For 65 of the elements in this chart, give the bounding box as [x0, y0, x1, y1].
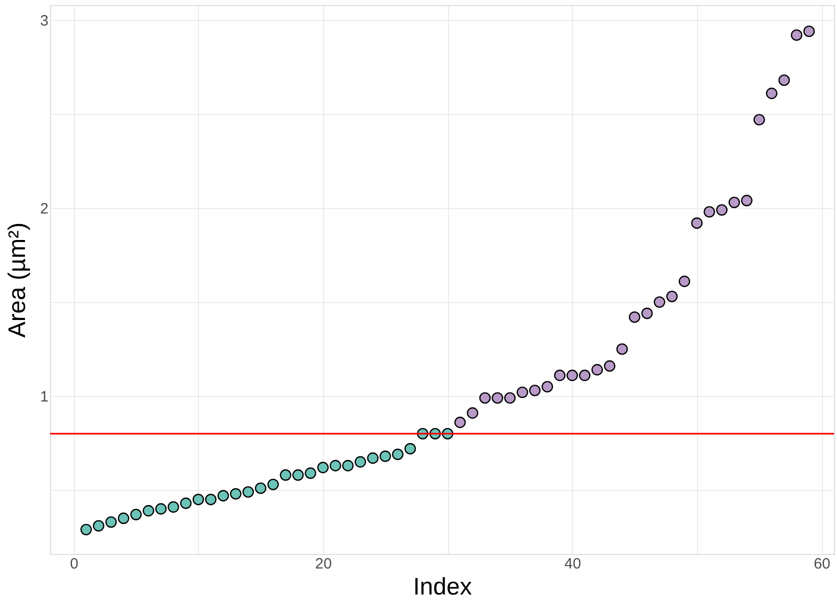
y-tick-label: 1	[40, 388, 48, 406]
point	[504, 392, 516, 404]
point	[566, 370, 578, 382]
point	[641, 308, 653, 320]
point	[628, 311, 640, 323]
point	[479, 392, 491, 404]
point	[616, 343, 628, 355]
point	[205, 494, 217, 506]
point	[168, 501, 180, 513]
point	[317, 462, 329, 474]
point	[691, 217, 703, 229]
point	[142, 505, 154, 516]
point	[604, 360, 616, 372]
point	[404, 443, 416, 454]
point	[803, 26, 815, 38]
point	[354, 456, 366, 468]
x-tick-label: 0	[70, 556, 78, 572]
point	[280, 469, 292, 481]
point	[578, 370, 590, 382]
y-tick-label: 2	[40, 200, 48, 218]
point	[554, 370, 566, 382]
x-tick-label: 40	[564, 556, 582, 572]
point	[267, 478, 279, 490]
point	[666, 290, 678, 302]
point	[304, 467, 316, 479]
point	[454, 416, 466, 428]
point	[230, 488, 242, 500]
point	[80, 524, 92, 536]
point	[180, 498, 192, 509]
point	[542, 380, 554, 392]
x-tick-label: 60	[814, 556, 830, 572]
point	[330, 460, 342, 472]
point	[92, 520, 104, 532]
point	[105, 516, 117, 528]
x-tick-label: 20	[315, 556, 332, 572]
point	[466, 407, 478, 419]
point	[766, 88, 778, 100]
point	[155, 503, 167, 515]
point	[492, 392, 504, 404]
point	[716, 204, 728, 216]
point	[292, 469, 304, 481]
x-axis-title: Index	[413, 574, 472, 600]
point	[591, 364, 603, 376]
point	[704, 206, 716, 218]
point	[367, 452, 379, 464]
point	[218, 490, 229, 502]
point	[728, 196, 740, 208]
point	[192, 494, 204, 506]
y-tick-label: 3	[40, 12, 48, 30]
point	[778, 74, 790, 86]
point	[392, 448, 404, 460]
point	[529, 384, 541, 396]
point	[678, 276, 690, 288]
point	[380, 450, 392, 462]
point	[654, 296, 666, 308]
point	[130, 508, 142, 520]
point	[516, 386, 528, 398]
point	[242, 486, 254, 498]
point	[741, 194, 752, 206]
point	[790, 29, 802, 41]
y-axis-title: Area (µm²)	[4, 222, 32, 338]
point	[254, 482, 266, 494]
point	[342, 460, 354, 472]
point	[118, 512, 130, 524]
point	[753, 114, 765, 126]
